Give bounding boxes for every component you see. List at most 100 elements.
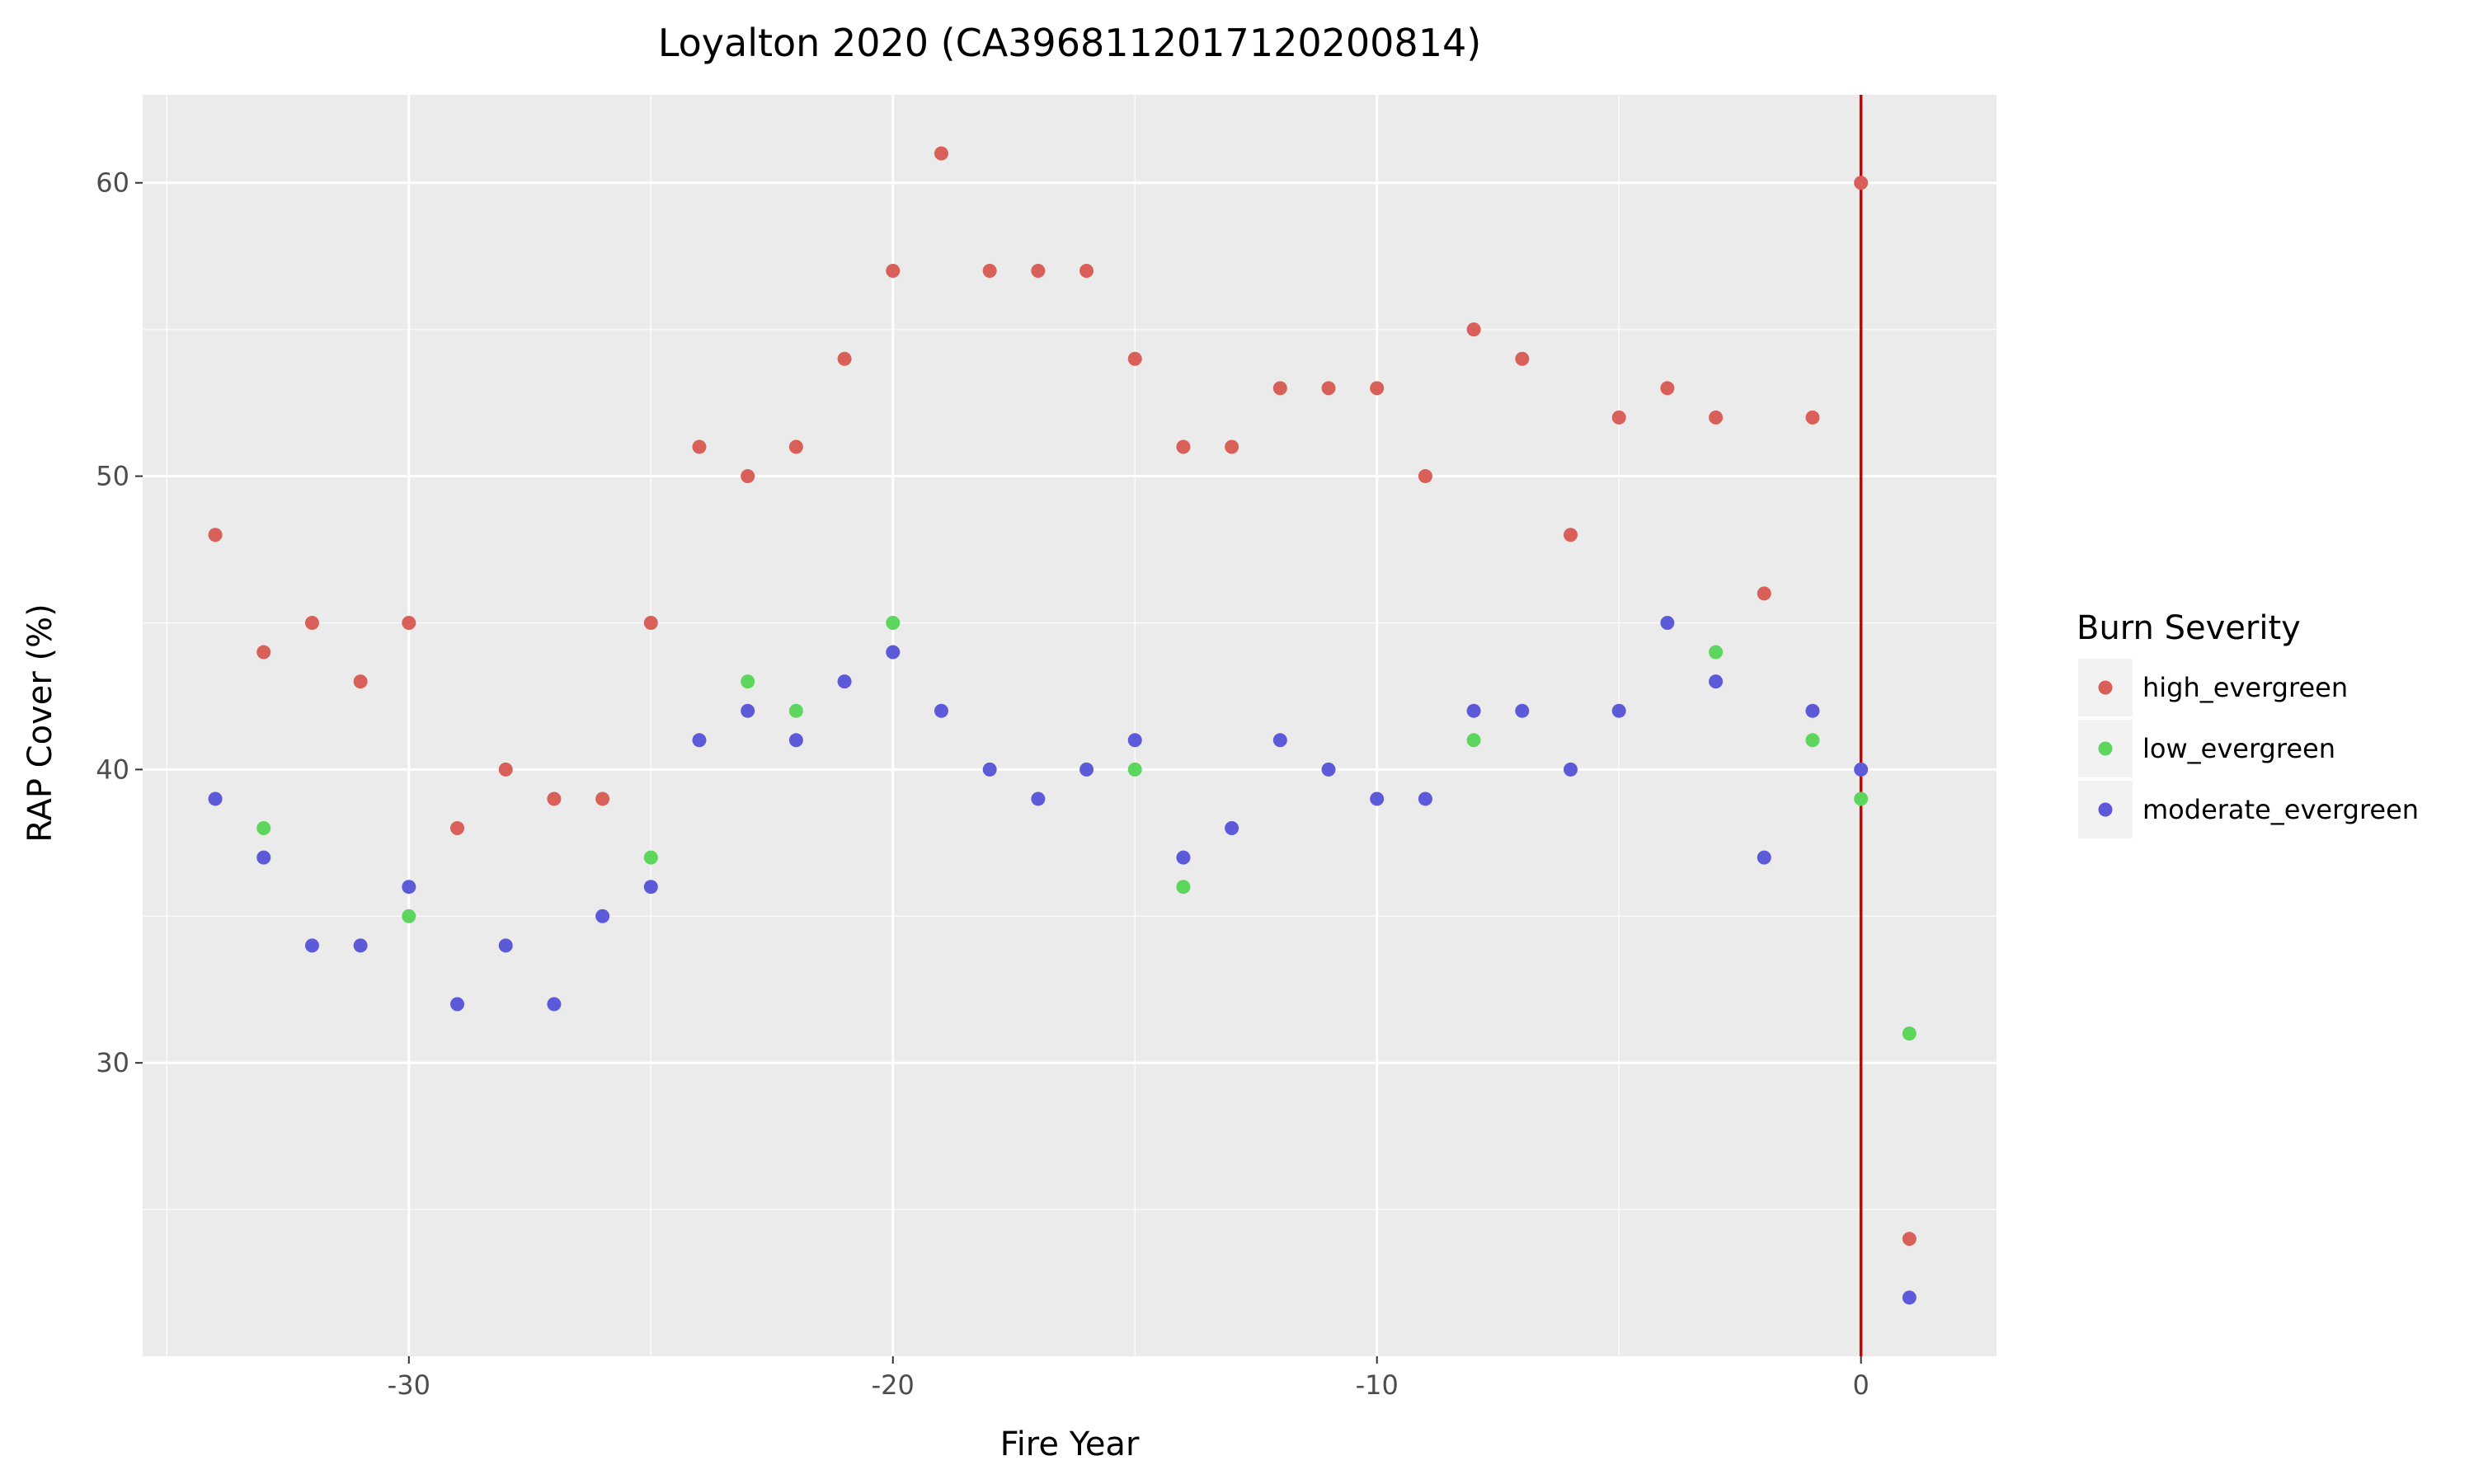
data-point-moderate_evergreen bbox=[1466, 703, 1481, 718]
data-point-high_evergreen bbox=[1902, 1232, 1917, 1247]
data-point-high_evergreen bbox=[1418, 469, 1432, 484]
data-point-moderate_evergreen bbox=[1321, 762, 1336, 777]
data-point-low_evergreen bbox=[1902, 1026, 1917, 1041]
data-point-moderate_evergreen bbox=[1272, 733, 1287, 748]
data-point-high_evergreen bbox=[692, 439, 707, 454]
data-point-moderate_evergreen bbox=[643, 880, 658, 895]
data-point-high_evergreen bbox=[982, 263, 997, 278]
data-point-moderate_evergreen bbox=[886, 645, 901, 660]
data-point-moderate_evergreen bbox=[450, 997, 465, 1012]
data-point-high_evergreen bbox=[402, 615, 416, 630]
data-point-high_evergreen bbox=[1079, 263, 1094, 278]
data-point-high_evergreen bbox=[1709, 410, 1724, 425]
data-point-high_evergreen bbox=[450, 821, 465, 836]
y-tick-label: 50 bbox=[96, 461, 129, 492]
data-point-moderate_evergreen bbox=[692, 733, 707, 748]
data-point-high_evergreen bbox=[208, 528, 223, 542]
data-point-high_evergreen bbox=[1272, 381, 1287, 396]
data-point-high_evergreen bbox=[353, 674, 368, 689]
data-point-high_evergreen bbox=[547, 791, 562, 806]
data-point-low_evergreen bbox=[256, 821, 271, 836]
legend-swatch-low_evergreen bbox=[2098, 741, 2113, 756]
data-point-low_evergreen bbox=[1176, 880, 1191, 895]
data-point-low_evergreen bbox=[788, 703, 803, 718]
x-tick-label: -20 bbox=[872, 1369, 915, 1401]
data-point-high_evergreen bbox=[1854, 176, 1869, 190]
data-point-high_evergreen bbox=[1466, 322, 1481, 337]
data-point-moderate_evergreen bbox=[1563, 762, 1578, 777]
data-point-high_evergreen bbox=[1611, 410, 1626, 425]
data-point-moderate_evergreen bbox=[982, 762, 997, 777]
data-point-high_evergreen bbox=[1321, 381, 1336, 396]
data-point-moderate_evergreen bbox=[1902, 1290, 1917, 1305]
data-point-moderate_evergreen bbox=[934, 703, 948, 718]
legend-swatch-moderate_evergreen bbox=[2098, 802, 2113, 817]
data-point-low_evergreen bbox=[1709, 645, 1724, 660]
legend-items: high_evergreen low_evergreen moderate_ever… bbox=[2078, 659, 2419, 838]
legend-swatch-high_evergreen bbox=[2098, 680, 2113, 695]
data-point-low_evergreen bbox=[1854, 791, 1869, 806]
data-point-moderate_evergreen bbox=[1127, 733, 1142, 748]
data-point-moderate_evergreen bbox=[1805, 703, 1820, 718]
data-point-moderate_evergreen bbox=[353, 938, 368, 953]
data-point-low_evergreen bbox=[402, 909, 416, 923]
data-point-moderate_evergreen bbox=[208, 791, 223, 806]
grid-major-lines bbox=[143, 95, 1997, 1356]
data-point-high_evergreen bbox=[837, 351, 852, 366]
data-point-moderate_evergreen bbox=[1418, 791, 1432, 806]
data-point-moderate_evergreen bbox=[1854, 762, 1869, 777]
data-point-high_evergreen bbox=[1127, 351, 1142, 366]
data-point-moderate_evergreen bbox=[741, 703, 755, 718]
data-point-high_evergreen bbox=[1563, 528, 1578, 542]
data-point-high_evergreen bbox=[934, 146, 948, 161]
data-point-high_evergreen bbox=[1757, 586, 1771, 601]
data-points-layer bbox=[208, 146, 1917, 1305]
data-point-high_evergreen bbox=[1515, 351, 1530, 366]
data-point-moderate_evergreen bbox=[1709, 674, 1724, 689]
legend-label-high_evergreen: high_evergreen bbox=[2142, 672, 2348, 703]
data-point-high_evergreen bbox=[886, 263, 901, 278]
data-point-low_evergreen bbox=[643, 850, 658, 865]
data-point-low_evergreen bbox=[1466, 733, 1481, 748]
data-point-moderate_evergreen bbox=[402, 880, 416, 895]
x-tick-label: 0 bbox=[1852, 1369, 1869, 1401]
plot-panel bbox=[143, 95, 1997, 1356]
data-point-high_evergreen bbox=[1031, 263, 1046, 278]
data-point-high_evergreen bbox=[256, 645, 271, 660]
data-point-moderate_evergreen bbox=[1225, 821, 1239, 836]
data-point-moderate_evergreen bbox=[304, 938, 319, 953]
x-axis-ticks: -30 -20 -10 0 bbox=[388, 1356, 1870, 1401]
x-tick-label: -10 bbox=[1356, 1369, 1399, 1401]
y-axis-title: RAP Cover (%) bbox=[21, 603, 59, 842]
data-point-high_evergreen bbox=[788, 439, 803, 454]
data-point-high_evergreen bbox=[1660, 381, 1675, 396]
data-point-moderate_evergreen bbox=[1611, 703, 1626, 718]
data-point-high_evergreen bbox=[1225, 439, 1239, 454]
data-point-moderate_evergreen bbox=[1660, 615, 1675, 630]
y-axis-ticks: 30 40 50 60 bbox=[96, 167, 143, 1078]
data-point-moderate_evergreen bbox=[1515, 703, 1530, 718]
data-point-moderate_evergreen bbox=[256, 850, 271, 865]
data-point-moderate_evergreen bbox=[595, 909, 610, 923]
grid-minor-lines bbox=[143, 95, 1997, 1356]
data-point-high_evergreen bbox=[1805, 410, 1820, 425]
chart-title: Loyalton 2020 (CA3968112017120200814) bbox=[658, 21, 1481, 65]
y-tick-label: 30 bbox=[96, 1047, 129, 1078]
data-point-moderate_evergreen bbox=[1370, 791, 1385, 806]
data-point-high_evergreen bbox=[741, 469, 755, 484]
x-tick-label: -30 bbox=[388, 1369, 430, 1401]
data-point-high_evergreen bbox=[643, 615, 658, 630]
y-tick-label: 60 bbox=[96, 167, 129, 199]
data-point-low_evergreen bbox=[741, 674, 755, 689]
data-point-low_evergreen bbox=[886, 615, 901, 630]
data-point-moderate_evergreen bbox=[788, 733, 803, 748]
y-tick-label: 40 bbox=[96, 754, 129, 785]
data-point-moderate_evergreen bbox=[1176, 850, 1191, 865]
data-point-low_evergreen bbox=[1127, 762, 1142, 777]
legend: Burn Severity high_evergreen low_evergree… bbox=[2077, 609, 2419, 838]
data-point-high_evergreen bbox=[1176, 439, 1191, 454]
legend-title: Burn Severity bbox=[2077, 609, 2301, 647]
data-point-low_evergreen bbox=[1805, 733, 1820, 748]
data-point-moderate_evergreen bbox=[1079, 762, 1094, 777]
